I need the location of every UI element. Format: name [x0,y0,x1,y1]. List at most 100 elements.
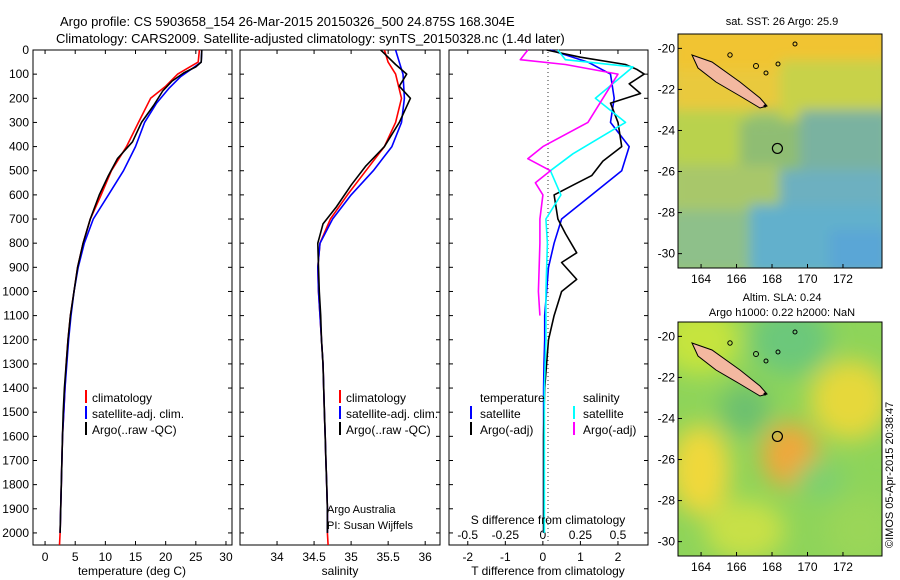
sst-map: sat. SST: 26 Argo: 25.9 [658,16,883,286]
map-y-tick-label: -30 [658,535,676,549]
x-tick-label: 20 [159,550,173,564]
map-y-tick-label: -28 [658,206,676,220]
map-y-tick-label: -28 [658,494,676,508]
map-y-tick-label: -22 [658,370,676,384]
x2-tick-label: -0.5 [457,528,478,542]
y-tick-label: 500 [9,164,29,178]
legend-satellite-label: satellite-adj. clim. [346,407,438,421]
sla-field [678,322,882,556]
legend-argo-label: Argo(..raw -QC) [92,423,177,437]
difference-legend: temperature satellite Argo(-adj) salinit… [470,391,636,437]
x-tick-label: 15 [129,550,143,564]
legend-salinity-title: salinity [583,391,620,405]
map-y-tick-label: -20 [658,41,676,55]
sla-map-subtitle: Argo h1000: 0.22 h2000: NaN [709,307,855,319]
header-line-1: Argo profile: CS 5903658_154 26-Mar-2015… [60,14,515,29]
x2-tick-label: -0.25 [492,528,520,542]
y-tick-label: 1700 [2,453,29,467]
y-tick-label: 400 [9,140,29,154]
map-x-tick-label: 164 [691,272,711,286]
x-tick-label: 25 [189,550,203,564]
temperature-xlabel: temperature (deg C) [78,564,186,578]
y-tick-label: 1300 [2,357,29,371]
legend-t-argo-label: Argo(-adj) [480,423,533,437]
sst-map-frame [677,33,883,269]
map-x-tick-label: 164 [691,560,711,574]
y-tick-label: 1400 [2,381,29,395]
x-tick-label: -1 [500,550,511,564]
x2-tick-label: 0.5 [610,528,627,542]
x-tick-label: 0 [540,550,547,564]
map-y-tick-label: -26 [658,453,676,467]
x-tick-label: 36 [419,550,433,564]
y-tick-label: 1200 [2,333,29,347]
y-tick-label: 700 [9,212,29,226]
y-tick-label: 900 [9,260,29,274]
y-tick-label: 600 [9,188,29,202]
legend-t-satellite-label: satellite [480,407,521,421]
y-tick-label: 1900 [2,502,29,516]
copyright-footer: ©IMOS 05-Apr-2015 20:38:47 [884,402,896,548]
salinity-axes [239,49,441,546]
map-x-tick-label: 172 [833,560,853,574]
x-tick-label: 30 [219,550,233,564]
map-y-tick-label: -24 [658,411,676,425]
annotation-argo-australia: Argo Australia [327,504,396,516]
legend-s-satellite-label: satellite [583,407,624,421]
argo-position-marker [771,142,784,155]
sla-map: Altim. SLA: 0.24 Argo h1000: 0.22 h2000:… [658,292,883,574]
map-x-tick-label: 170 [797,272,817,286]
sst-field [678,34,882,268]
sst-map-title: sat. SST: 26 Argo: 25.9 [726,16,839,28]
x-tick-label: 35.5 [376,550,400,564]
map-y-tick-label: -20 [658,329,676,343]
map-x-tick-label: 172 [833,272,853,286]
series-line-s-satellite [543,49,634,533]
y-tick-label: 200 [9,91,29,105]
x-tick-label: 34 [270,550,284,564]
legend-satellite-label: satellite-adj. clim. [92,407,184,421]
legend-s-argo-label: Argo(-adj) [583,423,636,437]
y-tick-label: 2000 [2,526,29,540]
x-tick-label: 34.5 [302,550,326,564]
x-tick-label: 2 [615,550,622,564]
map-y-tick-label: -30 [658,247,676,261]
map-y-tick-label: -22 [658,82,676,96]
y-tick-label: 300 [9,115,29,129]
legend-climatology-label: climatology [92,391,152,405]
x-tick-label: 1 [577,550,584,564]
legend-temperature-title: temperature [480,391,545,405]
salinity-panel: 34 34.5 35 35.5 36 climatology satellite-adj… [239,49,441,578]
sla-map-frame [677,321,883,557]
x-tick-label: -2 [462,550,473,564]
y-tick-label: 0 [22,43,29,57]
temperature-legend: climatology satellite-adj. clim. Argo(..… [85,390,184,437]
y-tick-label: 1800 [2,478,29,492]
sla-map-title: Altim. SLA: 0.24 [743,292,822,304]
legend-argo-label: Argo(..raw -QC) [346,423,431,437]
argo-position-marker [771,430,784,443]
y-tick-label: 1100 [3,309,29,323]
map-y-tick-label: -24 [658,123,676,137]
map-x-tick-label: 168 [762,272,782,286]
series-line-s-argo [519,49,619,316]
t-difference-label: T difference from climatology [471,564,625,578]
header-line-2: Climatology: CARS2009. Satellite-adjuste… [56,31,565,46]
x-tick-label: 0 [42,550,49,564]
x-tick-label: 5 [72,550,79,564]
y-tick-label: 800 [9,236,29,250]
series-line-argo [59,49,203,533]
x-tick-label: 10 [99,550,113,564]
y-tick-label: 1600 [2,429,29,443]
map-y-tick-label: -26 [658,165,676,179]
y-tick-label: 1500 [2,405,29,419]
map-x-tick-label: 166 [727,560,747,574]
s-difference-label: S difference from climatology [471,513,626,527]
series-line-argo [316,49,412,533]
annotation-pi: PI: Susan Wijffels [327,520,413,532]
x2-tick-label: 0.25 [569,528,593,542]
map-x-tick-label: 168 [762,560,782,574]
temperature-panel: 0100200300400500600700800900100011001200… [2,43,233,578]
map-x-tick-label: 166 [727,272,747,286]
